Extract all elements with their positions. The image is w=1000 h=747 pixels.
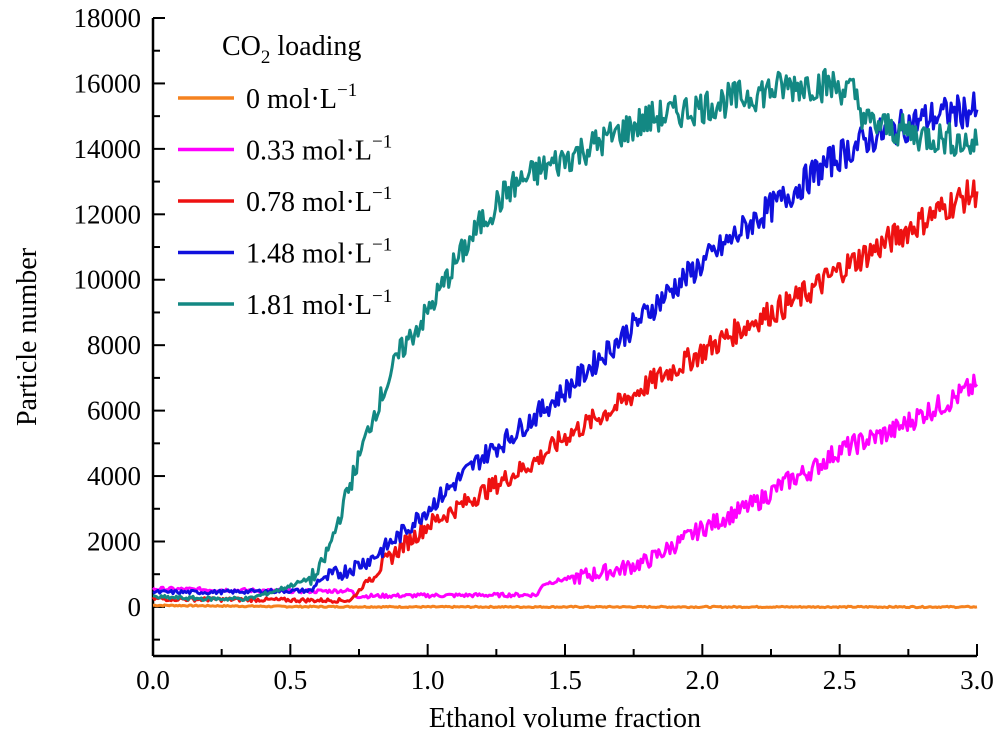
legend-label-0: 0 mol·L−1 <box>246 80 357 115</box>
y-tick-label: 14000 <box>74 134 142 164</box>
y-tick-label: 16000 <box>74 68 142 98</box>
legend-title: CO2 loading <box>222 31 361 68</box>
y-tick-label: 2000 <box>87 526 141 556</box>
y-tick-label: 10000 <box>74 265 142 295</box>
series-line-3 <box>152 91 979 596</box>
y-tick-label: 0 <box>128 592 142 622</box>
x-tick-label: 2.5 <box>823 665 857 695</box>
x-axis-title: Ethanol volume fraction <box>429 703 701 734</box>
legend-label-3: 1.48 mol·L−1 <box>246 235 392 270</box>
legend: CO2 loading 0 mol·L−1 0.33 mol·L−1 0.78 mol… <box>178 31 392 321</box>
series-layer <box>151 67 979 610</box>
x-tick-label: 2.0 <box>685 665 719 695</box>
x-tick-label: 1.0 <box>411 665 445 695</box>
x-tick-label: 1.5 <box>548 665 582 695</box>
y-tick-label: 12000 <box>74 199 142 229</box>
axes: 0 2000 4000 6000 8000 10000 12000 14000 16000 180… <box>74 3 994 695</box>
y-tick-label: 4000 <box>87 461 141 491</box>
legend-label-2: 0.78 mol·L−1 <box>246 183 392 218</box>
x-tick-label: 0.5 <box>273 665 307 695</box>
legend-label-1: 0.33 mol·L−1 <box>246 132 392 167</box>
legend-label-4: 1.81 mol·L−1 <box>246 286 392 321</box>
y-tick-label: 8000 <box>87 330 141 360</box>
series-line-0 <box>152 603 978 610</box>
y-tick-label: 6000 <box>87 396 141 426</box>
series-line-4 <box>152 67 979 602</box>
x-tick-label: 3.0 <box>960 665 994 695</box>
y-tick-label: 18000 <box>74 3 142 33</box>
series-line-1 <box>151 373 979 600</box>
x-tick-label: 0.0 <box>136 665 170 695</box>
series-line-2 <box>151 179 979 604</box>
y-axis-title: Particle number <box>12 247 43 426</box>
